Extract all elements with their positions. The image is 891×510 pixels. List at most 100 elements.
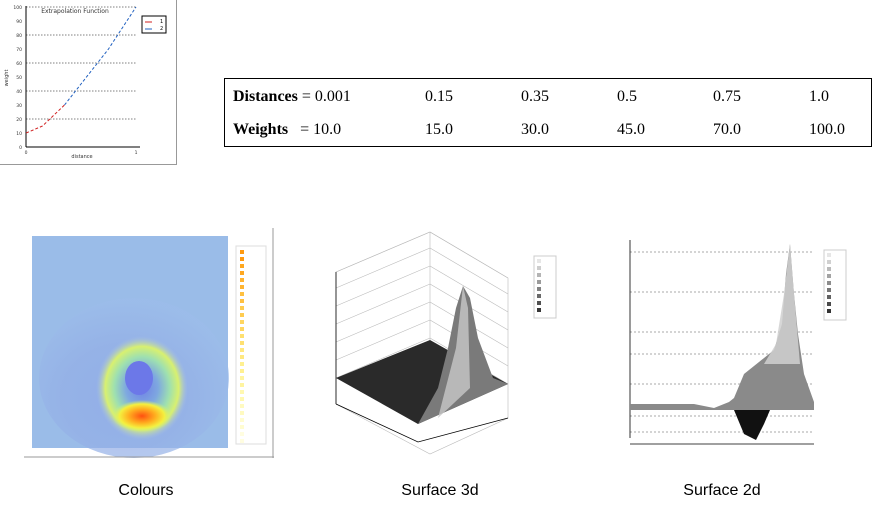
legend-swatch [827,302,831,306]
weight-value: 30.0 [521,121,549,138]
y-tick-label: 10 [16,131,22,137]
surface-3d-plot [335,231,557,455]
chart-series [25,6,137,134]
distance-value: 0.35 [521,88,549,105]
legend-swatch [537,287,541,291]
legend-swatch [240,250,244,254]
distance-weight-table: Distances = 0.001 0.15 0.35 0.5 0.75 1.0… [224,78,872,147]
colour-hotspot [112,400,172,432]
legend-swatch [240,334,244,338]
distances-row: Distances = 0.001 0.15 0.35 0.5 0.75 1.0 [233,88,871,110]
legend-swatch [240,306,244,310]
series-line-1 [25,104,65,134]
weight-value: 70.0 [713,121,741,138]
y-tick-label: 20 [16,117,22,123]
distance-value: 1.0 [809,88,829,105]
legend-swatch [827,274,831,278]
legend-swatch [537,259,541,263]
legend-swatch [240,369,244,373]
legend-swatch [240,257,244,261]
weight-value: 10.0 [313,121,342,138]
colours-caption: Colours [118,482,174,499]
weights-label-cell: Weights = 10.0 [233,121,341,139]
surface2d-profile [630,244,814,410]
legend-swatch [240,390,244,394]
x-tick-label: 1 [135,150,138,156]
legend-swatch [240,264,244,268]
weights-row: Weights = 10.0 15.0 30.0 45.0 70.0 100.0 [233,121,871,143]
legend-swatch [827,281,831,285]
y-tick-label: 80 [16,33,22,39]
x-tick-label: 0 [25,150,28,156]
legend-swatch [240,362,244,366]
legend-swatch [827,309,831,313]
y-tick-label: 100 [13,5,22,11]
legend-swatch [240,383,244,387]
legend-swatch [240,278,244,282]
equals-sign: = [301,88,311,105]
legend-swatch [827,267,831,271]
legend-swatch [537,308,541,312]
legend-swatch [240,376,244,380]
legend-swatch [827,253,831,257]
legend-swatch [240,425,244,429]
y-axis-label: weight [4,70,10,87]
legend-swatch [537,280,541,284]
distance-value: 0.75 [713,88,741,105]
y-tick-label: 90 [16,19,22,25]
y-tick-label: 0 [19,145,22,151]
legend-swatch [240,299,244,303]
legend-swatch [240,397,244,401]
legend-swatch [827,295,831,299]
y-tick-label: 70 [16,47,22,53]
distance-value: 0.15 [425,88,453,105]
surface2d-caption: Surface 2d [683,482,761,499]
weights-label: Weights [233,121,289,138]
extrapolation-chart: Extrapolation Function 10090807060504030… [4,5,167,160]
weight-value: 45.0 [617,121,645,138]
legend-swatch [240,285,244,289]
legend-entry-1: 1 [160,19,163,25]
weight-value: 100.0 [809,121,845,138]
distances-label: Distances [233,88,298,105]
legend-entry-2: 2 [160,26,163,32]
surface-2d-plot [629,240,847,445]
chart-title: Extrapolation Function [41,8,109,15]
colour-map [24,228,274,458]
surface2d-panel [614,234,854,464]
legend-swatch [240,327,244,331]
distances-label-cell: Distances = 0.001 [233,88,351,106]
y-tick-label: 30 [16,103,22,109]
legend-swatch [537,301,541,305]
legend-swatch [240,355,244,359]
legend-swatch [240,313,244,317]
legend-swatch [240,341,244,345]
legend-swatch [240,271,244,275]
y-tick-label: 60 [16,61,22,67]
extrapolation-chart-panel: Extrapolation Function 100 90 80 70 60 50 40 30… [0,0,177,165]
surface3d-caption: Surface 3d [401,482,479,499]
surface3d-panel [318,228,558,458]
legend-swatch [240,348,244,352]
x-axis-label: distance [71,154,92,160]
legend-swatch [240,418,244,422]
series-line-2 [64,6,137,106]
legend-swatch [827,288,831,292]
distance-value: 0.001 [314,88,351,105]
colour-legend-swatches [240,250,244,443]
chart-legend: 1 2 [141,15,167,34]
colour-centre [125,361,153,395]
weight-value: 15.0 [425,121,453,138]
colours-panel [24,228,274,458]
equals-sign: = [300,121,310,138]
y-tick-label: 40 [16,89,22,95]
legend-swatch [827,260,831,264]
legend-swatch [537,273,541,277]
legend-swatch [537,266,541,270]
y-tick-label: 50 [16,75,22,81]
legend-swatch [240,439,244,443]
legend-swatch [537,294,541,298]
surface2d-trough [734,410,770,440]
